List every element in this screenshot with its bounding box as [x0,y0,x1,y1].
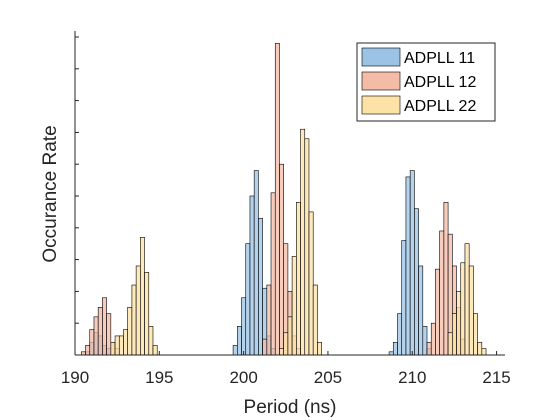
series-3 [110,128,487,356]
histogram-bar [392,341,398,356]
histogram-bar [296,202,301,356]
histogram-bar [291,256,297,356]
legend-swatch [361,71,401,91]
histogram-bar [152,345,158,356]
histogram-bar [317,341,322,356]
histogram-bar [135,265,141,356]
histogram-bar [405,176,411,356]
histogram-bar [460,262,466,356]
histogram-bar [232,345,238,356]
x-tick-label: 195 [145,368,173,387]
histogram-bar [93,316,99,356]
histogram-bar [443,202,449,356]
histogram-bar [140,237,145,356]
histogram-bar [106,313,112,356]
histogram-bar [249,195,255,356]
histogram-bar [473,313,478,356]
y-ticks [75,36,79,324]
histogram-bar [237,326,242,356]
histogram-bar [422,326,428,356]
histogram-bar [439,230,445,356]
y-axis-label: Occurance Rate [40,125,61,262]
histogram-bar [102,297,107,356]
histogram-bar [274,43,280,356]
histogram-bar [304,138,310,356]
histogram-bar [279,348,284,356]
histogram-bar [401,240,407,356]
histogram-bar [118,335,124,356]
legend-label: ADPLL 11 [404,50,475,67]
histogram-bar [148,326,154,356]
legend-label: ADPLL 22 [404,98,476,115]
histogram-bar [418,265,424,356]
histogram-bar [89,329,95,356]
histogram-bar [481,348,487,356]
histogram-bar [253,170,259,356]
histogram-bar [262,338,268,356]
histogram-bar [300,128,306,356]
x-tick-label: 200 [229,368,257,387]
histogram-bar [312,284,318,356]
histogram-bar [85,345,91,356]
histogram-bar [131,284,137,356]
x-tick-label: 215 [482,368,510,387]
legend-label: ADPLL 12 [404,74,476,91]
histogram-bar [287,316,293,356]
histogram-bar [127,306,133,356]
histogram-bar [397,313,403,356]
histogram-bar [123,329,129,356]
histogram-bar [477,341,483,356]
histogram-bar [435,268,440,356]
histogram-bar [409,170,415,356]
histogram-bar [430,322,436,356]
x-tick-label: 205 [314,368,342,387]
x-tick-label: 210 [398,368,426,387]
histogram-bar [464,243,470,356]
x-axis-label: Period (ns) [244,397,337,418]
histogram-bar [447,332,453,356]
histogram-bar [144,272,150,356]
histogram-bar [414,208,419,356]
legend-swatch [361,95,401,115]
histogram-bar [279,163,284,356]
histogram-bar [114,335,120,356]
legend-swatch [361,47,401,67]
histogram-bar [283,332,289,356]
histogram-bar [468,265,474,356]
histogram-bar [245,243,251,356]
histogram-bar [258,217,263,356]
histogram-bar [97,306,103,356]
histogram-bar [266,284,272,356]
histogram-bar [270,192,276,356]
histogram-bar [241,297,247,356]
bars-layer [81,43,487,356]
histogram-bar [451,313,457,356]
histogram-bar [308,211,314,356]
x-tick-label: 190 [61,368,89,387]
x-ticks: 190 195 200 205 210 215 [61,351,511,387]
histogram-bar [426,341,432,356]
histogram-bar [456,291,462,356]
histogram-bar [110,341,116,356]
axes [74,31,505,356]
legend: ADPLL 11 ADPLL 12 ADPLL 22 [356,42,496,122]
